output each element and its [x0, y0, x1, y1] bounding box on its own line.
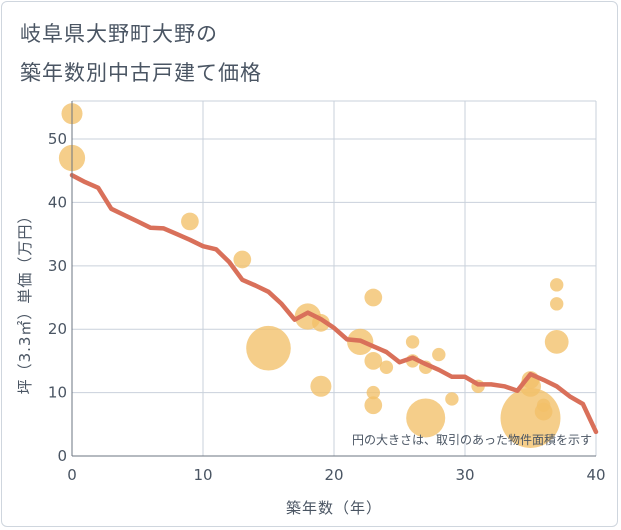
grid-lines	[72, 100, 597, 456]
y-tick-label: 10	[48, 384, 67, 402]
y-tick-label: 20	[48, 320, 67, 338]
x-tick-label: 10	[193, 466, 212, 484]
x-tick-label: 0	[67, 466, 77, 484]
y-tick-label: 0	[57, 447, 67, 465]
x-axis-title: 築年数（年）	[286, 499, 382, 517]
bubble-point	[406, 398, 446, 438]
bubble-point	[379, 360, 394, 374]
bubble-point	[550, 278, 564, 292]
bubble-point	[544, 329, 569, 354]
y-axis-title: 坪（3.3㎡）単価（万円）	[16, 208, 34, 395]
bubble-point	[550, 297, 564, 311]
chart-title-line-2: 築年数別中古戸建て価格	[20, 61, 262, 85]
y-tick-label: 50	[48, 130, 67, 148]
x-tick-label: 20	[324, 466, 343, 484]
bubble-point	[534, 402, 553, 421]
bubble-point	[181, 212, 199, 231]
bubble-point	[310, 375, 332, 397]
y-tick-label: 30	[48, 257, 67, 275]
x-tick-label: 30	[455, 466, 474, 484]
bubble-point	[364, 352, 383, 370]
bubble-point	[364, 396, 383, 415]
y-tick-label: 40	[48, 193, 67, 211]
trend-series	[69, 172, 599, 435]
bubble-size-note: 円の大きさは、取引のあった物件面積を示す	[352, 432, 592, 447]
bubble-point	[246, 325, 291, 371]
bubble-point	[364, 288, 383, 307]
bubble-point	[405, 335, 420, 349]
bubble-point	[366, 385, 380, 400]
bubble-point	[233, 250, 252, 269]
bubble-point	[445, 392, 459, 406]
bubble-point	[432, 347, 446, 362]
trend-line	[69, 172, 599, 435]
axes: 0 10 20 30 40 0 10 20 30 40 50	[48, 101, 606, 484]
x-tick-label: 40	[586, 466, 605, 484]
chart-title-line-1: 岐阜県大野町大野の	[20, 22, 218, 46]
bubble-series	[58, 103, 569, 448]
